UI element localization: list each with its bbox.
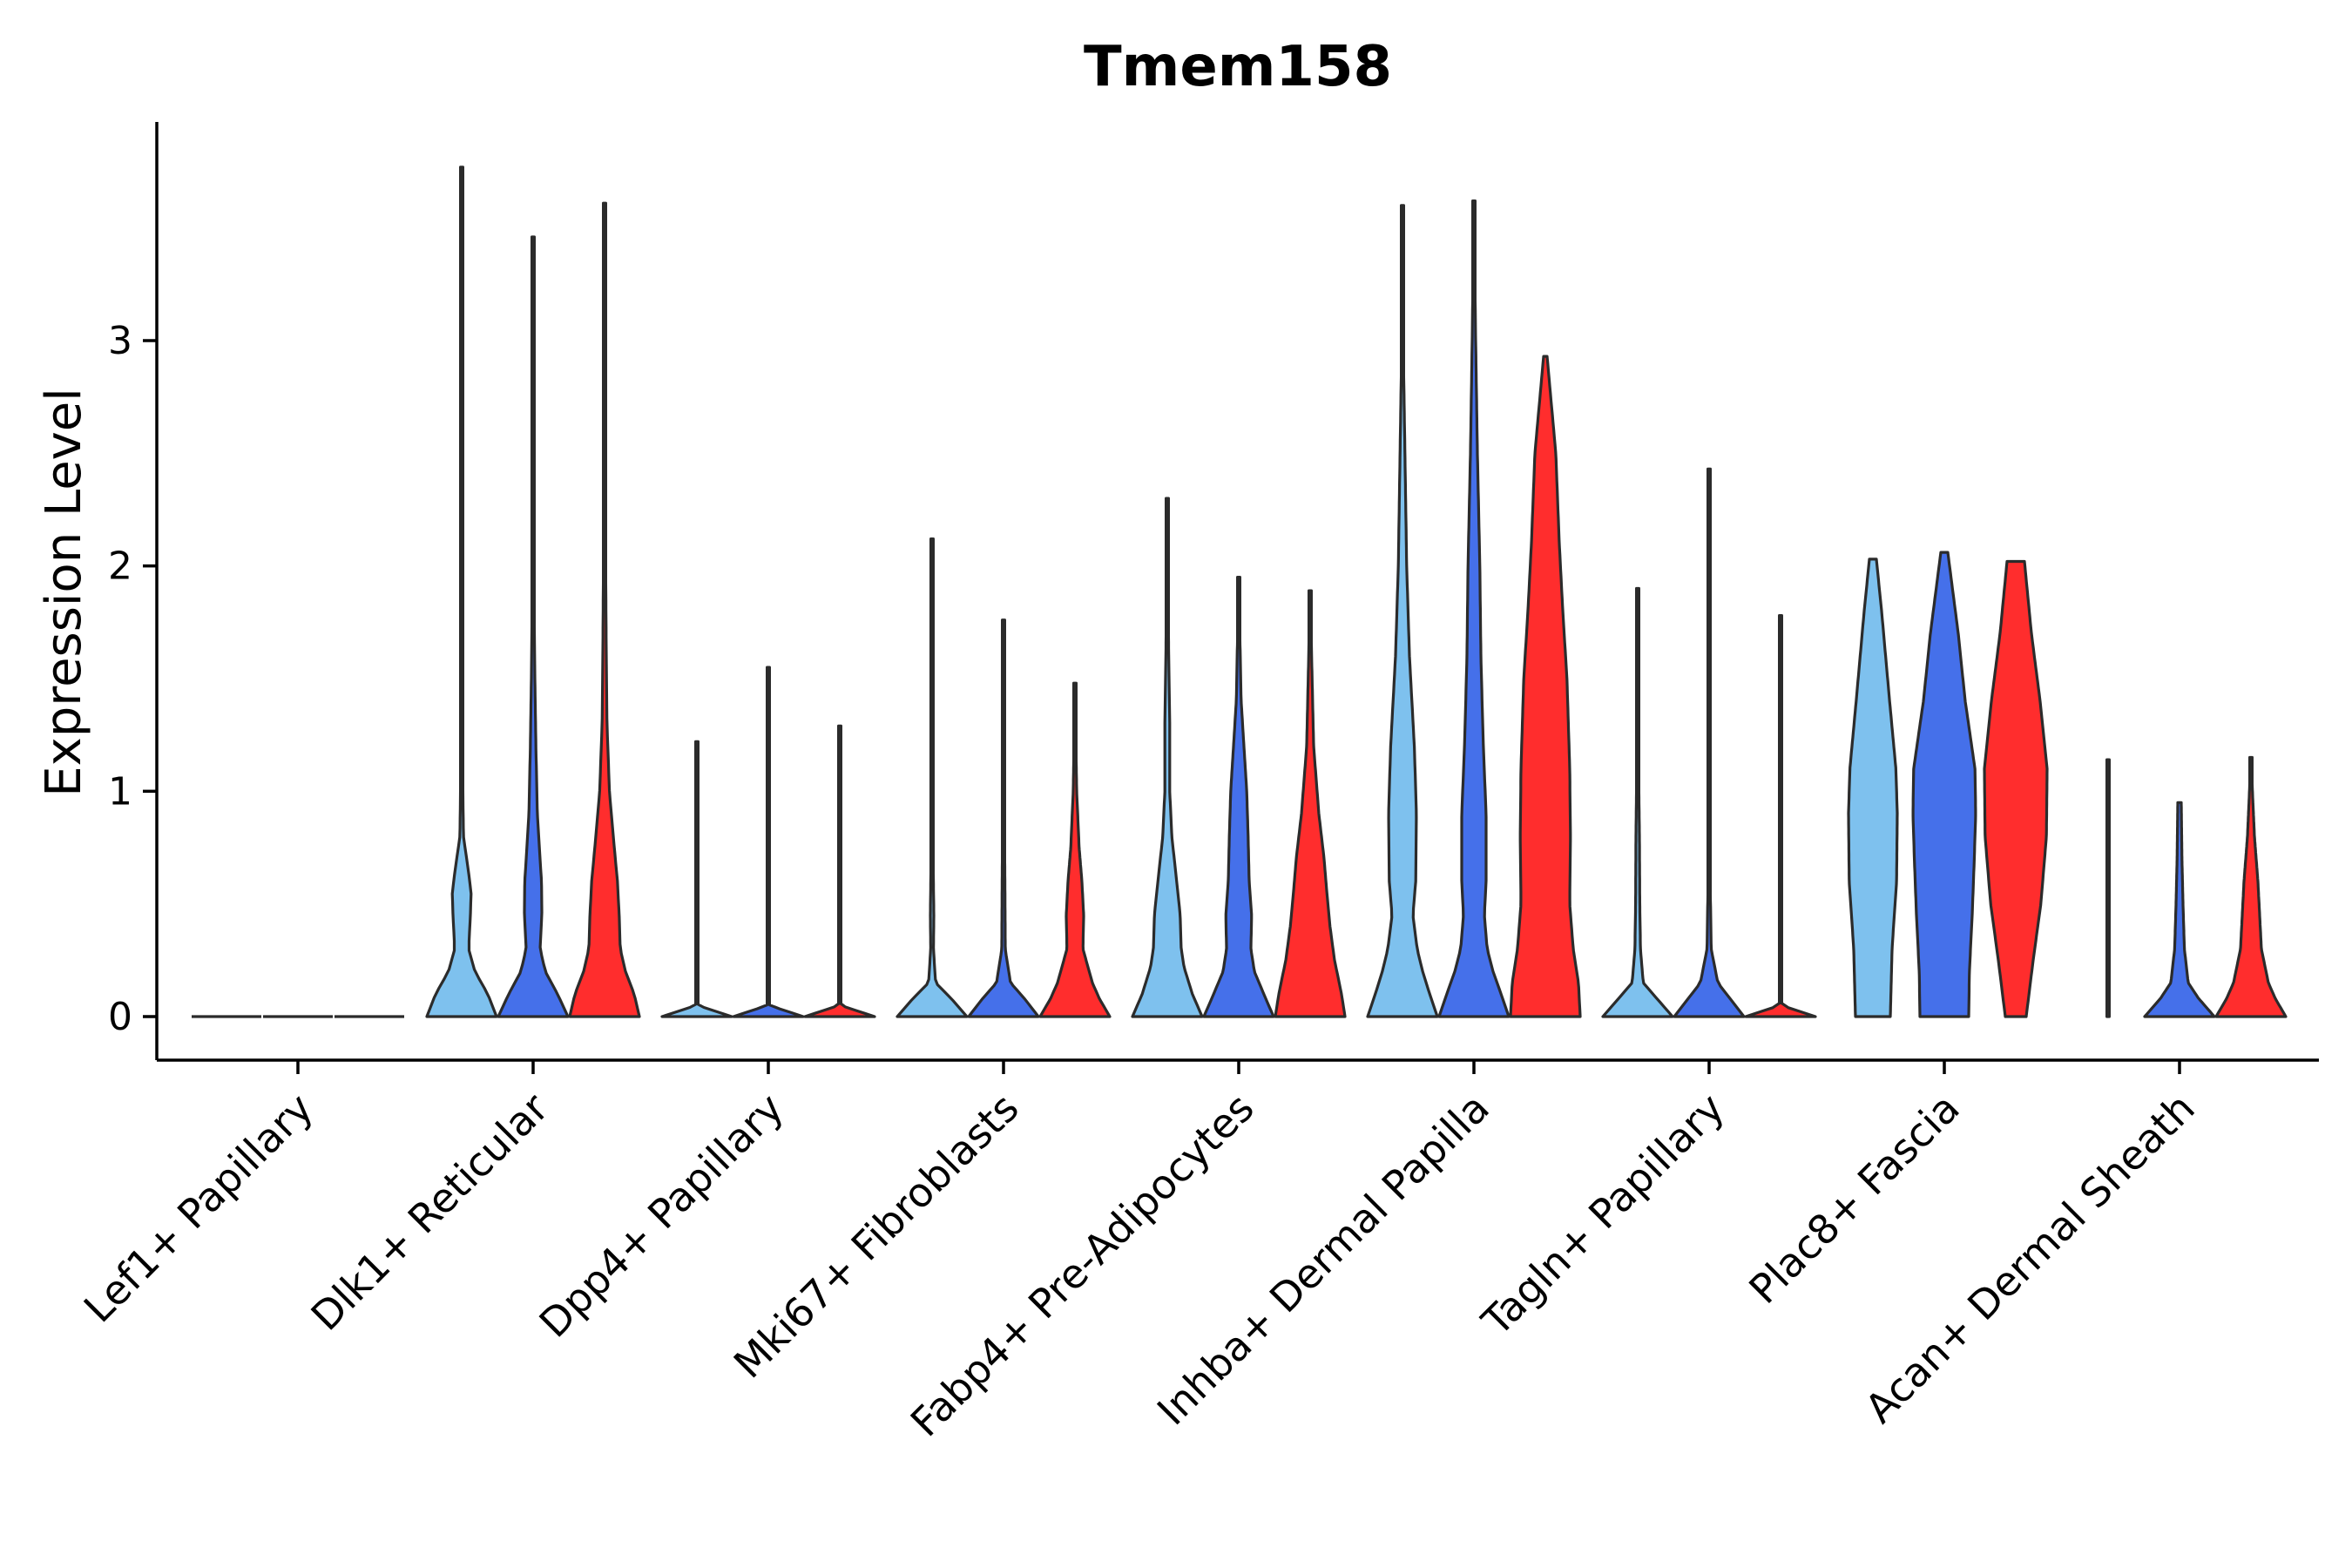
violin <box>1131 497 1204 1018</box>
violin <box>2214 755 2288 1018</box>
violin <box>2105 758 2111 1018</box>
violin <box>896 537 969 1018</box>
violin <box>1274 589 1347 1018</box>
violin <box>967 618 1040 1018</box>
x-tick-label: Lef1+ Papillary <box>75 1085 322 1332</box>
violin <box>568 201 641 1018</box>
x-tick-label: Dlk1+ Reticular <box>302 1085 558 1340</box>
y-tick-label: 2 <box>108 544 132 589</box>
x-tick-label: Plac8+ Fascia <box>1740 1085 1968 1313</box>
violin <box>1437 199 1511 1018</box>
violin <box>1847 558 1899 1018</box>
violin <box>497 235 570 1018</box>
violin <box>1601 586 1674 1018</box>
y-tick-label: 0 <box>108 995 132 1039</box>
violin <box>732 666 805 1018</box>
violin <box>1202 576 1275 1018</box>
violin <box>803 724 876 1018</box>
x-tick-label: Dpp4+ Papillary <box>531 1085 793 1347</box>
x-tick-label: Tagln+ Papillary <box>1472 1085 1734 1346</box>
violin <box>1673 467 1746 1018</box>
violin <box>2143 801 2216 1018</box>
y-axis-label: Expression Level <box>36 388 92 797</box>
violin <box>1911 551 1977 1018</box>
y-tick-label: 3 <box>108 319 132 363</box>
violin <box>1983 559 2049 1018</box>
violin <box>660 740 733 1018</box>
violin <box>1509 355 1582 1018</box>
violin-plot-area <box>192 166 2288 1018</box>
violin <box>1744 614 1817 1018</box>
chart-title: Tmem158 <box>1084 35 1392 99</box>
violin <box>425 166 498 1018</box>
violin <box>1038 681 1112 1018</box>
violin <box>1366 204 1439 1018</box>
y-tick-label: 1 <box>108 769 132 814</box>
